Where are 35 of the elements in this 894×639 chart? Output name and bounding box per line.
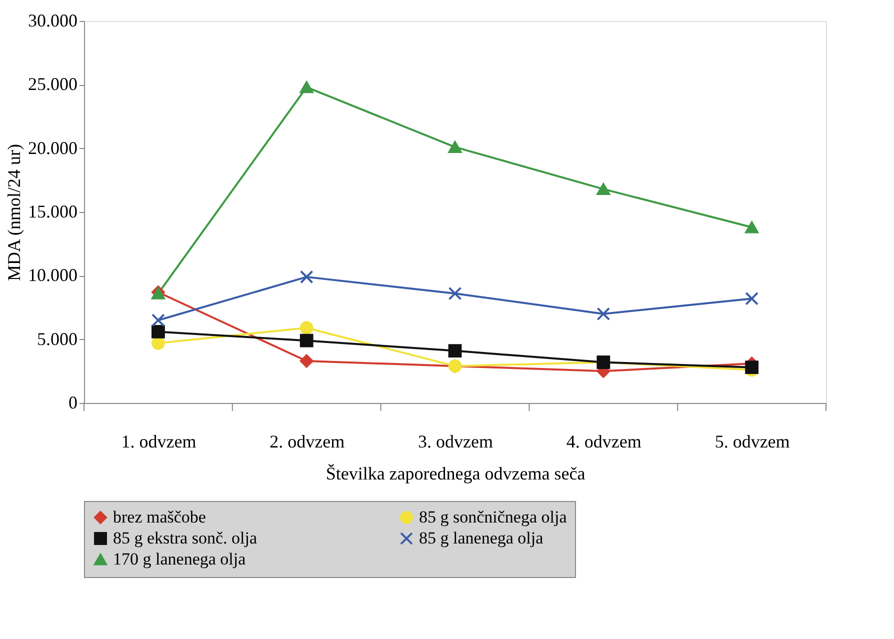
y-tick-label: 30.000 — [28, 10, 78, 30]
point — [152, 336, 165, 350]
point — [448, 286, 462, 300]
x-tick-label: 1. odvzem — [121, 432, 196, 452]
legend-label: 85 g ekstra sonč. olja — [113, 528, 258, 548]
legend-label: 85 g sončničnega olja — [419, 508, 568, 527]
point — [448, 141, 462, 153]
y-tick-label: 0 — [68, 392, 78, 412]
point — [300, 321, 314, 335]
y-tick-label: 10.000 — [28, 265, 78, 286]
point — [152, 314, 165, 327]
point — [596, 307, 610, 321]
y-tick-label: 5.000 — [37, 328, 78, 349]
y-tick-label: 15.000 — [28, 202, 78, 222]
x-tick-label: 3. odvzem — [418, 432, 493, 452]
point — [300, 334, 314, 348]
x-tick-label: 4. odvzem — [566, 432, 642, 452]
point — [300, 81, 314, 94]
legend-label: 85 g lanenega olja — [419, 528, 544, 548]
x-tick-label: 5. odvzem — [714, 432, 790, 452]
point — [152, 324, 165, 338]
point — [745, 360, 758, 374]
y-axis-title: MDA (nmol/24 ur) — [4, 144, 24, 281]
legend-label: brez maščobe — [113, 508, 206, 527]
point — [745, 292, 758, 306]
x-axis-title: Številka zaporednega odvzema seča — [326, 464, 586, 484]
legend-label: 170 g lanenega olja — [113, 550, 246, 568]
point — [745, 221, 758, 234]
point — [448, 344, 462, 358]
point — [300, 270, 314, 284]
x-tick-label: 2. odvzem — [270, 432, 345, 452]
y-tick-label: 25.000 — [28, 74, 78, 94]
y-tick-label: 20.000 — [28, 138, 78, 158]
point — [596, 183, 610, 196]
point — [300, 354, 314, 368]
